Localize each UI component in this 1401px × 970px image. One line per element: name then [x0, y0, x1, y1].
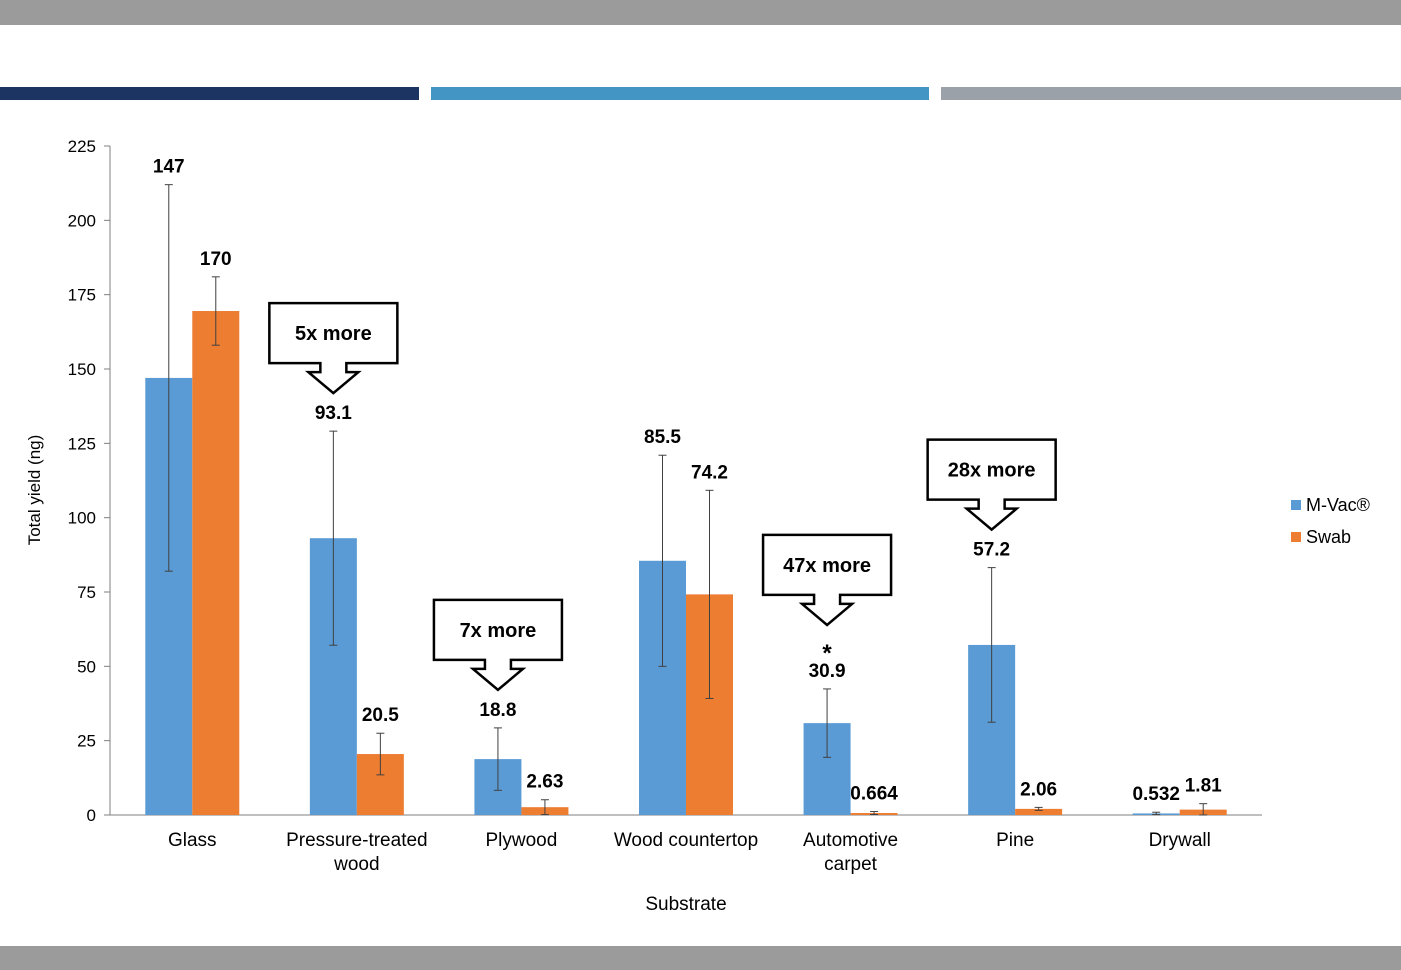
y-tick-label: 150 — [68, 360, 96, 379]
legend-label: Swab — [1306, 527, 1351, 547]
y-axis-title: Total yield (ng) — [25, 435, 44, 546]
callout-text: 7x more — [460, 620, 537, 642]
data-label: 2.63 — [526, 772, 563, 793]
data-label: 57.2 — [973, 540, 1010, 561]
data-label: 74.2 — [691, 462, 728, 483]
x-tick-label: Plywood — [486, 830, 558, 851]
callout-text: 47x more — [783, 555, 871, 577]
y-tick-label: 75 — [77, 583, 96, 602]
x-tick-label: Drywall — [1149, 830, 1211, 851]
data-label: 30.9 — [809, 661, 846, 682]
header-stripe-navy — [0, 87, 419, 100]
header-stripe-blue — [431, 87, 929, 100]
y-tick-label: 50 — [77, 657, 96, 676]
y-tick-label: 225 — [68, 137, 96, 156]
data-label: 85.5 — [644, 427, 681, 448]
data-label: 0.664 — [850, 784, 898, 805]
data-label: 2.06 — [1020, 779, 1057, 800]
x-tick-label: carpet — [824, 854, 878, 875]
significance-asterisk: * — [822, 640, 832, 667]
data-label: 18.8 — [479, 700, 516, 721]
callout-box — [268, 301, 399, 395]
callout-box — [926, 438, 1057, 532]
data-label: 170 — [200, 249, 232, 270]
x-tick-label: Pine — [996, 830, 1034, 851]
x-tick-label: Automotive — [803, 830, 898, 851]
data-label: 93.1 — [315, 403, 352, 424]
callout-box — [761, 533, 893, 627]
y-tick-label: 175 — [68, 286, 96, 305]
y-tick-label: 100 — [68, 509, 96, 528]
y-tick-label: 200 — [68, 211, 96, 230]
x-tick-label: wood — [333, 854, 379, 875]
legend-swatch — [1291, 500, 1301, 510]
bar-swab — [1015, 808, 1063, 815]
data-label: 0.532 — [1132, 784, 1180, 805]
legend-swatch — [1291, 532, 1301, 542]
callout-box — [432, 598, 564, 692]
legend-label: M-Vac® — [1306, 495, 1370, 515]
bar-swab — [192, 311, 240, 815]
data-label: 20.5 — [362, 705, 399, 726]
x-tick-label: Wood countertop — [614, 830, 758, 851]
y-tick-label: 25 — [77, 732, 96, 751]
callout-text: 28x more — [948, 460, 1036, 482]
y-tick-label: 125 — [68, 434, 96, 453]
data-label: 147 — [153, 157, 185, 178]
y-tick-label: 0 — [87, 806, 96, 825]
callout-text: 5x more — [295, 323, 372, 345]
top-band — [0, 0, 1401, 25]
bottom-band — [0, 946, 1401, 970]
x-tick-label: Glass — [168, 830, 217, 851]
x-tick-label: Pressure-treated — [286, 830, 428, 851]
x-axis-title: Substrate — [645, 894, 726, 915]
data-label: 1.81 — [1185, 776, 1222, 797]
header-stripe-gray — [941, 87, 1401, 100]
